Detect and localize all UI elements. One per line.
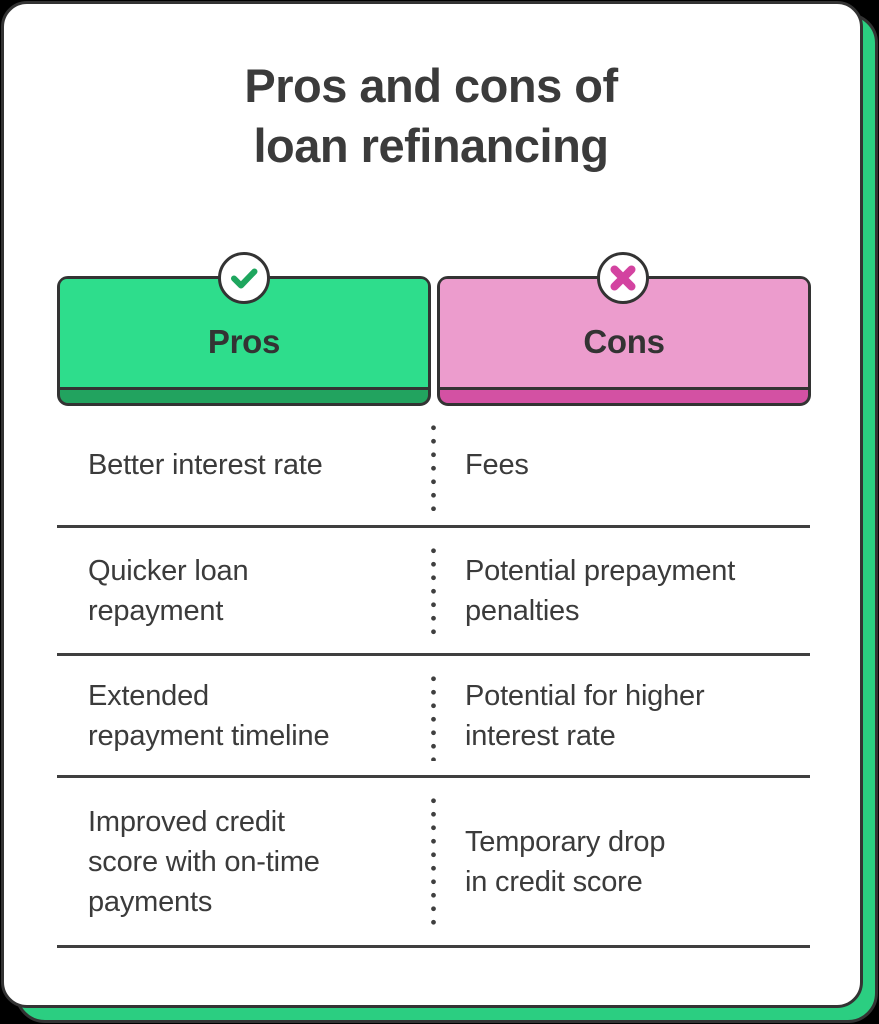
dotted-column-divider <box>431 672 436 761</box>
dotted-column-divider <box>431 544 436 639</box>
con-cell: Fees <box>465 449 529 481</box>
pros-header-surface: Pros <box>60 279 428 390</box>
table-row: Improved credit score with on-time payme… <box>57 778 810 948</box>
x-circle-icon <box>597 252 649 304</box>
con-cell: Potential prepayment penalties <box>465 554 736 627</box>
pro-cell: Quicker loan repayment <box>88 554 249 627</box>
table-row: Quicker loan repayment Potential prepaym… <box>57 528 810 656</box>
con-cell: Potential for higher interest rate <box>465 679 705 752</box>
cons-header-label: Cons <box>583 323 665 360</box>
pros-header-label: Pros <box>207 323 281 360</box>
check-circle-icon <box>218 252 270 304</box>
table-row: Better interest rate Fees <box>57 405 810 528</box>
dotted-column-divider <box>431 421 436 511</box>
table-row: Extended repayment timeline Potential fo… <box>57 656 810 778</box>
page-title: Pros and cons of loan refinancing <box>244 59 618 172</box>
pro-cell: Improved credit score with on-time payme… <box>88 805 320 918</box>
comparison-table: Better interest rate Fees Quicker loan r… <box>57 405 810 948</box>
dotted-column-divider <box>431 794 436 931</box>
pro-cell: Better interest rate <box>88 449 323 481</box>
con-cell: Temporary drop in credit score <box>465 825 666 898</box>
pro-cell: Extended repayment timeline <box>88 679 330 752</box>
